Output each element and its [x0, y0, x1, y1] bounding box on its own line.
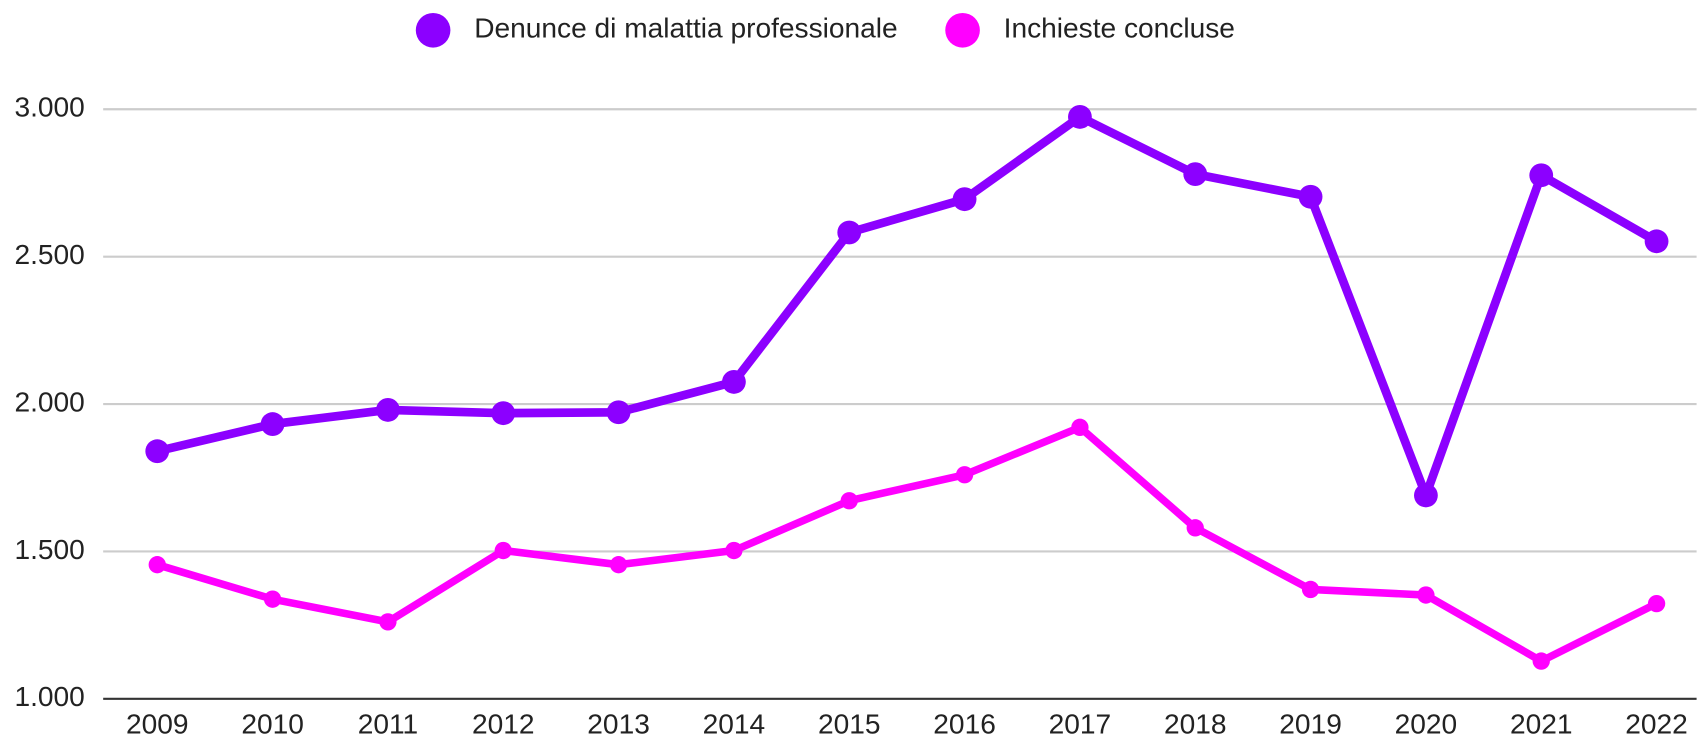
data-point	[609, 556, 628, 574]
x-tick-label: 2009	[126, 708, 189, 739]
data-point	[1298, 184, 1323, 209]
data-point	[837, 220, 862, 245]
series-line	[156, 112, 1659, 500]
x-tick-label: 2019	[1279, 708, 1342, 739]
data-point	[1068, 105, 1092, 129]
data-point	[379, 613, 397, 631]
data-point	[955, 466, 974, 484]
x-tick-label: 2022	[1625, 708, 1688, 739]
y-tick-label: 1.500	[14, 534, 84, 565]
data-point	[1529, 163, 1554, 188]
x-tick-label: 2020	[1395, 708, 1458, 739]
data-point	[952, 187, 977, 212]
data-point	[1186, 519, 1204, 537]
data-point	[491, 401, 516, 426]
data-point	[1301, 580, 1320, 599]
x-tick-label: 2013	[587, 708, 650, 739]
legend-marker	[415, 12, 451, 48]
data-point	[722, 370, 746, 394]
data-point	[148, 556, 166, 574]
y-tick-label: 3.000	[14, 92, 84, 123]
legend-label: Inchieste concluse	[1004, 13, 1235, 44]
x-tick-label: 2014	[703, 708, 766, 739]
y-tick-label: 2.500	[14, 239, 84, 270]
legend-marker	[945, 12, 980, 48]
legend-label: Denunce di malattia professionale	[474, 13, 897, 44]
x-tick-label: 2012	[472, 708, 535, 739]
x-tick-label: 2021	[1510, 708, 1573, 739]
data-point	[494, 541, 512, 560]
x-tick-label: 2018	[1164, 708, 1227, 739]
x-tick-label: 2016	[933, 708, 996, 739]
data-point	[1183, 162, 1208, 187]
y-tick-label: 1.000	[14, 681, 84, 712]
data-point	[1532, 652, 1550, 670]
data-point	[1647, 594, 1666, 613]
data-point	[376, 398, 400, 422]
data-point	[725, 541, 743, 560]
data-point	[260, 412, 285, 436]
data-point	[1071, 418, 1089, 436]
x-tick-label: 2017	[1049, 708, 1112, 739]
x-tick-label: 2011	[358, 708, 418, 739]
data-point	[840, 492, 858, 510]
data-point	[145, 439, 170, 464]
x-tick-label: 2010	[241, 708, 304, 739]
data-point	[1644, 229, 1669, 254]
data-point	[1417, 586, 1435, 604]
x-tick-label: 2015	[818, 708, 881, 739]
y-tick-label: 2.000	[14, 386, 84, 417]
data-point	[606, 400, 631, 425]
data-point	[1414, 483, 1438, 508]
data-point	[263, 590, 282, 608]
series-line	[156, 423, 1659, 665]
